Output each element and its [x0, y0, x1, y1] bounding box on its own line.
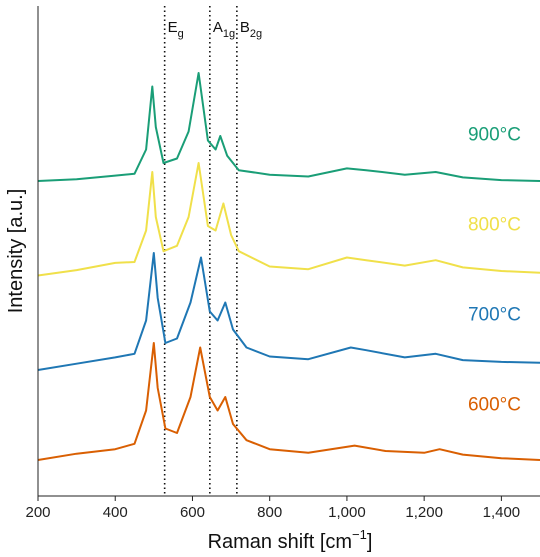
x-tick-label: 1,200	[405, 504, 443, 521]
series-line	[37, 342, 540, 461]
x-axis-title-main: Raman shift [cm	[208, 531, 352, 553]
reference-line-label: Eg	[168, 19, 184, 40]
series-line	[37, 72, 540, 182]
x-axis-ticks: 200 400 600 800 1,000 1,200 1,400	[25, 496, 520, 521]
series-label: 600°C	[468, 395, 521, 416]
series-lines	[37, 72, 540, 461]
x-tick-label: 400	[103, 504, 128, 521]
series-label: 700°C	[468, 305, 521, 326]
reference-label-subscript: 2g	[250, 28, 262, 40]
reference-label-base: E	[168, 19, 178, 36]
x-tick-label: 800	[257, 504, 282, 521]
series-line	[37, 162, 540, 277]
plot-background	[38, 6, 540, 496]
x-axis-title-superscript: −1	[352, 527, 367, 542]
x-tick-label: 1,000	[328, 504, 366, 521]
series-label: 800°C	[468, 215, 521, 236]
reference-lines: Eg A1g B2g	[163, 6, 262, 496]
series-labels: 900°C 800°C 700°C 600°C	[468, 125, 521, 416]
y-axis-title: Intensity [a.u.]	[5, 189, 27, 314]
reference-label-subscript: g	[178, 28, 184, 40]
series-label: 900°C	[468, 125, 521, 146]
x-tick-label: 1,400	[483, 504, 521, 521]
x-axis-title-close: ]	[367, 531, 373, 553]
reference-label-base: A	[213, 19, 223, 36]
series-line	[37, 252, 540, 371]
x-tick-label: 600	[180, 504, 205, 521]
reference-line-label: B2g	[240, 19, 262, 40]
reference-label-base: B	[240, 19, 250, 36]
reference-label-subscript: 1g	[223, 28, 235, 40]
reference-line-label: A1g	[213, 19, 235, 40]
x-tick-label: 200	[25, 504, 50, 521]
x-axis-title: Raman shift [cm−1]	[208, 527, 373, 553]
